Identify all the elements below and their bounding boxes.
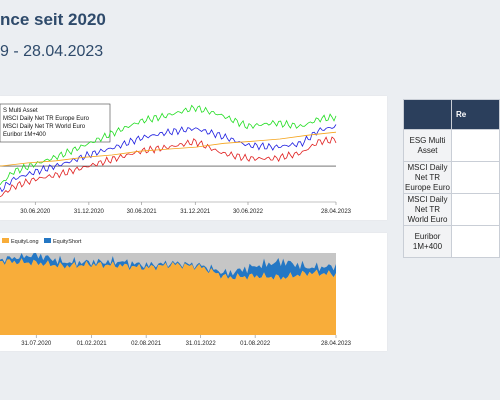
- equity-long-area: [0, 258, 336, 335]
- table-cell-name: MSCI Daily Net TR World Euro: [403, 193, 452, 226]
- performance-line-chart: S Multi Asset MSCI Daily Net TR Europe E…: [0, 103, 352, 215]
- table-cell-name: ESG Multi Asset: [403, 129, 452, 162]
- x-tick-label: 28.04.2023: [321, 341, 352, 347]
- x-tick-label: 31.12.2020: [74, 209, 105, 215]
- table-cell-value: [451, 225, 500, 258]
- table-row: Euribor 1M+400: [403, 225, 500, 258]
- performance-chart-panel: S Multi Asset MSCI Daily Net TR Europe E…: [0, 96, 387, 220]
- exposure-chart-panel: EquityLong EquityShort 31.07.2020 01.02.2…: [0, 233, 387, 351]
- date-range: 9 - 28.04.2023: [0, 43, 104, 60]
- table-cell-name: MSCI Daily Net TR Europe Euro: [403, 161, 452, 194]
- x-tick-label: 28.04.2023: [321, 209, 352, 215]
- x-tick-label: 02.08.2021: [131, 341, 162, 347]
- x-tick-label: 31.01.2022: [186, 341, 217, 347]
- legend-item-long: EquityLong: [11, 239, 39, 245]
- x-tick-label: 01.08.2022: [240, 341, 271, 347]
- table-cell-name: Euribor 1M+400: [403, 225, 452, 258]
- table-cell-value: [451, 129, 500, 162]
- table-cell-value: [451, 161, 500, 194]
- table-row: MSCI Daily Net TR World Euro: [403, 193, 500, 226]
- table-cell-value: [451, 193, 500, 226]
- series-line: [0, 136, 337, 198]
- performance-table: Re ESG Multi Asset MSCI Daily Net TR Eur…: [403, 99, 500, 258]
- series-line: [0, 124, 337, 193]
- x-tick-label: 30.06.2022: [233, 209, 264, 215]
- exposure-legend: EquityLong EquityShort: [2, 238, 82, 245]
- legend-item-world: MSCI Daily Net TR World Euro: [3, 124, 86, 130]
- x-tick-label: 31.07.2020: [21, 341, 52, 347]
- legend-item-short: EquityShort: [53, 239, 82, 245]
- table-header-name: [403, 99, 452, 130]
- series-line: [0, 131, 337, 167]
- table-row: ESG Multi Asset: [403, 129, 500, 162]
- legend-item-europe: MSCI Daily Net TR Europe Euro: [3, 116, 90, 122]
- chart-legend: S Multi Asset MSCI Daily Net TR Europe E…: [0, 103, 111, 143]
- legend-item-esg: S Multi Asset: [3, 108, 38, 114]
- x-tick-label: 30.06.2020: [20, 209, 51, 215]
- legend-swatch-long: [2, 238, 9, 243]
- table-row: MSCI Daily Net TR Europe Euro: [403, 161, 500, 194]
- legend-swatch-short: [44, 238, 51, 243]
- series-line: [0, 104, 337, 186]
- page-title: nce seit 2020: [0, 10, 106, 29]
- equity-exposure-chart: EquityLong EquityShort 31.07.2020 01.02.2…: [0, 238, 352, 347]
- x-tick-label: 01.02.2021: [77, 341, 108, 347]
- equity-short-area: [0, 253, 336, 280]
- x-tick-label: 31.12.2021: [180, 209, 211, 215]
- table-header-row: Re: [403, 99, 500, 130]
- legend-item-euribor: Euribor 1M+400: [3, 132, 47, 138]
- x-tick-label: 30.06.2021: [127, 209, 158, 215]
- table-header-return: Re: [451, 99, 500, 130]
- legend-box: [0, 103, 111, 143]
